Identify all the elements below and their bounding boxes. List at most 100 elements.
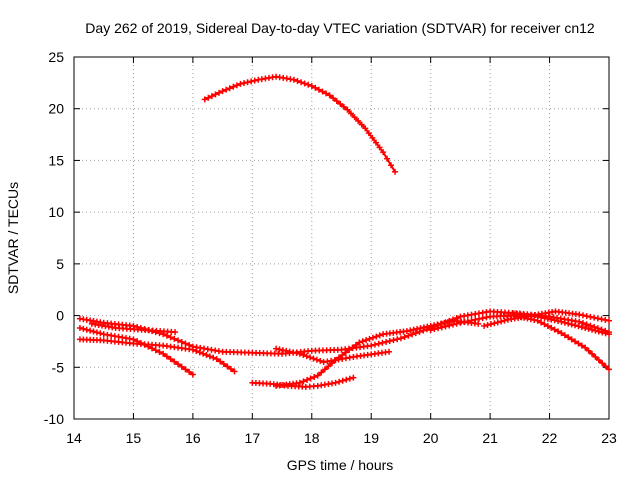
data-point <box>565 320 572 327</box>
data-point <box>349 344 356 351</box>
axis-ticks: 14 15 16 17 18 19 20 21 22 23 -10 -5 0 5 10 15 20 25 <box>44 49 617 446</box>
y-tick-label: 20 <box>48 101 64 117</box>
x-tick-label: 17 <box>245 430 261 446</box>
data-point <box>319 88 326 95</box>
data-point <box>203 352 210 359</box>
data-point <box>558 318 565 325</box>
data-point <box>310 355 317 362</box>
data-point <box>90 328 97 335</box>
series-arc-3 <box>76 324 196 378</box>
data-point <box>595 357 602 364</box>
y-tick-label: 5 <box>56 256 64 272</box>
data-point <box>561 332 568 339</box>
grid <box>74 57 609 419</box>
x-tick-label: 21 <box>482 430 498 446</box>
data-point <box>376 144 383 151</box>
data-point <box>572 322 579 329</box>
data-point <box>210 354 217 361</box>
data-point <box>568 336 575 343</box>
data-point <box>579 320 586 327</box>
data-point <box>80 325 87 332</box>
data-point <box>449 321 456 328</box>
data-point <box>599 329 606 336</box>
data-point <box>538 319 545 326</box>
data-point <box>315 86 322 93</box>
data-point <box>231 368 238 375</box>
x-tick-label: 20 <box>423 430 439 446</box>
data-point <box>196 349 203 356</box>
data-point <box>491 320 498 327</box>
data-point <box>296 350 303 357</box>
data-point <box>308 82 315 89</box>
data-point <box>386 348 393 355</box>
data-point <box>223 86 230 93</box>
y-tick-label: -10 <box>44 411 64 427</box>
data-point <box>200 350 207 357</box>
data-point <box>583 313 590 320</box>
data-point <box>356 339 363 346</box>
data-point <box>182 366 189 373</box>
data-point <box>446 322 453 329</box>
data-point <box>336 378 343 385</box>
x-tick-label: 14 <box>66 430 82 446</box>
x-tick-label: 23 <box>601 430 617 446</box>
data-point <box>409 331 416 338</box>
x-tick-label: 22 <box>542 430 558 446</box>
series-arc-8 <box>273 345 393 366</box>
data-point <box>311 374 318 381</box>
series-arc-6 <box>249 374 357 390</box>
series-line <box>78 338 236 373</box>
data-point <box>435 325 442 332</box>
data-point <box>373 333 380 340</box>
data-point <box>160 350 167 357</box>
data-point <box>167 334 174 341</box>
data-point <box>541 321 548 328</box>
data-point <box>453 320 460 327</box>
data-point <box>224 363 231 370</box>
data-point <box>241 80 248 87</box>
series-arc-4 <box>76 336 238 375</box>
data-point <box>561 319 568 326</box>
data-point <box>307 354 314 361</box>
data-point <box>348 110 355 117</box>
data-point <box>332 379 339 386</box>
data-point <box>582 324 589 331</box>
data-point <box>186 368 193 375</box>
data-point <box>171 358 178 365</box>
series-arc-5 <box>88 320 179 336</box>
data-point <box>351 114 358 121</box>
x-tick-label: 18 <box>304 430 320 446</box>
data-point <box>498 318 505 325</box>
data-series <box>76 73 612 390</box>
data-point <box>494 319 501 326</box>
data-point <box>442 323 449 330</box>
data-point <box>193 348 200 355</box>
data-point <box>551 326 558 333</box>
data-point <box>330 95 337 102</box>
data-point <box>585 325 592 332</box>
data-point <box>383 338 390 345</box>
data-point <box>375 340 382 347</box>
data-point <box>189 371 196 378</box>
data-point <box>87 327 94 334</box>
data-point <box>237 80 244 87</box>
data-point <box>226 85 233 92</box>
data-point <box>355 117 362 124</box>
data-point <box>585 347 592 354</box>
data-point <box>587 322 594 329</box>
data-point <box>312 84 319 91</box>
data-point <box>175 337 182 344</box>
data-point <box>365 130 372 137</box>
data-point <box>307 375 314 382</box>
data-point <box>481 322 488 329</box>
data-point <box>602 363 609 370</box>
data-point <box>189 346 196 353</box>
data-point <box>598 316 605 323</box>
data-point <box>230 83 237 90</box>
chart-title: Day 262 of 2019, Sidereal Day-to-day VTE… <box>85 20 595 36</box>
data-point <box>323 90 330 97</box>
data-point <box>346 346 353 353</box>
data-point <box>359 338 366 345</box>
data-point <box>93 329 100 336</box>
